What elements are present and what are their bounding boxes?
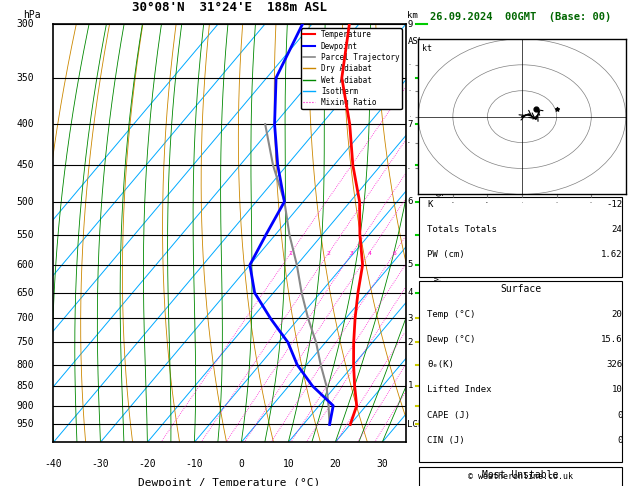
- Text: -12: -12: [606, 200, 623, 209]
- Text: -20: -20: [138, 459, 156, 469]
- Point: [552, 105, 562, 113]
- Text: CAPE (J): CAPE (J): [427, 411, 470, 420]
- Text: 7: 7: [408, 120, 413, 129]
- Text: 3: 3: [408, 314, 413, 323]
- Text: Surface: Surface: [500, 284, 541, 295]
- Text: 950: 950: [16, 419, 34, 430]
- Text: 5: 5: [408, 260, 413, 269]
- Text: 1: 1: [408, 382, 413, 390]
- Text: 0: 0: [238, 459, 244, 469]
- Text: 650: 650: [16, 288, 34, 298]
- Text: 20: 20: [612, 310, 623, 319]
- Text: 10: 10: [612, 385, 623, 395]
- Text: 550: 550: [16, 230, 34, 240]
- Text: © weatheronline.co.uk: © weatheronline.co.uk: [468, 472, 573, 481]
- FancyBboxPatch shape: [418, 197, 623, 277]
- FancyBboxPatch shape: [418, 467, 623, 486]
- Text: 500: 500: [16, 197, 34, 207]
- Text: 700: 700: [16, 313, 34, 324]
- Text: 15.6: 15.6: [601, 335, 623, 344]
- Text: 2: 2: [408, 338, 413, 347]
- Text: 600: 600: [16, 260, 34, 270]
- Text: 30°08'N  31°24'E  188m ASL: 30°08'N 31°24'E 188m ASL: [132, 1, 327, 14]
- Text: Temp (°C): Temp (°C): [427, 310, 476, 319]
- Text: 6: 6: [408, 197, 413, 206]
- Text: 6: 6: [392, 251, 396, 256]
- Text: 24: 24: [612, 225, 623, 234]
- Text: Lifted Index: Lifted Index: [427, 385, 492, 395]
- Text: 850: 850: [16, 381, 34, 391]
- Text: 9: 9: [408, 20, 413, 29]
- Text: Dewpoint / Temperature (°C): Dewpoint / Temperature (°C): [138, 478, 321, 486]
- Text: 1.62: 1.62: [601, 250, 623, 260]
- Text: CIN (J): CIN (J): [427, 436, 465, 445]
- Text: 4: 4: [408, 288, 413, 297]
- Text: K: K: [427, 200, 433, 209]
- Text: 4: 4: [367, 251, 371, 256]
- Text: ASL: ASL: [408, 37, 423, 46]
- Text: 800: 800: [16, 360, 34, 370]
- Text: 0: 0: [617, 411, 623, 420]
- Legend: Temperature, Dewpoint, Parcel Trajectory, Dry Adiabat, Wet Adiabat, Isotherm, Mi: Temperature, Dewpoint, Parcel Trajectory…: [301, 28, 402, 109]
- Text: 2: 2: [326, 251, 330, 256]
- Text: 450: 450: [16, 160, 34, 170]
- Text: PW (cm): PW (cm): [427, 250, 465, 260]
- Text: 26.09.2024  00GMT  (Base: 00): 26.09.2024 00GMT (Base: 00): [430, 12, 611, 22]
- Text: LCL: LCL: [408, 420, 423, 429]
- Text: 0: 0: [617, 436, 623, 445]
- Text: 300: 300: [16, 19, 34, 29]
- Text: 750: 750: [16, 337, 34, 347]
- Text: kt: kt: [423, 44, 432, 52]
- Text: -30: -30: [92, 459, 109, 469]
- Text: -10: -10: [186, 459, 203, 469]
- Text: Most Unstable: Most Unstable: [482, 470, 559, 480]
- Text: Totals Totals: Totals Totals: [427, 225, 497, 234]
- Point: [531, 105, 541, 113]
- Text: 350: 350: [16, 73, 34, 83]
- Text: -40: -40: [45, 459, 62, 469]
- Text: 30: 30: [376, 459, 388, 469]
- Text: Dewp (°C): Dewp (°C): [427, 335, 476, 344]
- Text: hPa: hPa: [23, 10, 41, 20]
- Text: 326: 326: [606, 360, 623, 369]
- Text: 10: 10: [282, 459, 294, 469]
- FancyBboxPatch shape: [418, 281, 623, 462]
- Text: 900: 900: [16, 400, 34, 411]
- Text: Mixing Ratio (g/kg): Mixing Ratio (g/kg): [435, 186, 443, 281]
- Text: 1: 1: [289, 251, 292, 256]
- Text: km: km: [408, 11, 418, 20]
- Text: 20: 20: [330, 459, 341, 469]
- Text: 400: 400: [16, 119, 34, 129]
- Text: θₑ(K): θₑ(K): [427, 360, 454, 369]
- Text: 3: 3: [350, 251, 354, 256]
